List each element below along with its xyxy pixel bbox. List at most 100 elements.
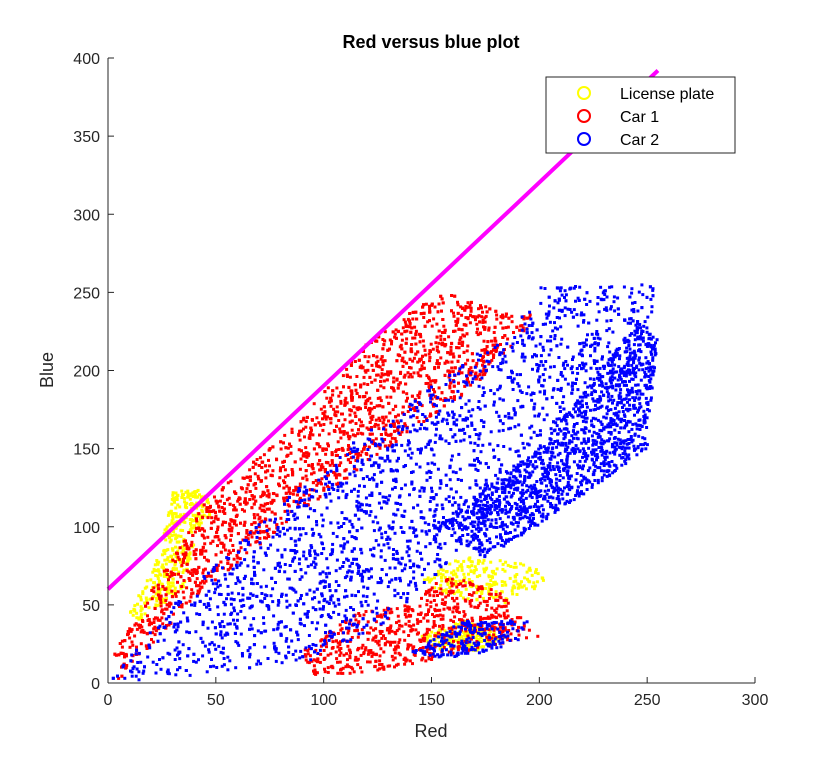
data-point — [296, 502, 300, 506]
data-point — [347, 437, 351, 441]
data-point — [534, 570, 538, 574]
data-point — [322, 423, 326, 426]
data-point — [262, 621, 266, 625]
data-point — [468, 602, 472, 606]
data-point — [318, 459, 322, 462]
data-point — [340, 412, 343, 416]
data-point — [377, 501, 381, 505]
data-point — [388, 433, 392, 437]
data-point — [631, 301, 634, 305]
data-point — [216, 544, 219, 548]
data-point — [461, 333, 465, 337]
data-point — [414, 342, 418, 346]
data-point — [383, 438, 387, 441]
data-point — [418, 368, 422, 372]
data-point — [548, 304, 551, 308]
data-point — [323, 667, 326, 671]
data-point — [317, 600, 321, 604]
data-point — [383, 558, 387, 562]
data-point — [209, 665, 212, 669]
data-point — [229, 538, 232, 542]
data-point — [403, 604, 407, 608]
data-point — [409, 349, 413, 353]
data-point — [512, 580, 516, 584]
data-point — [385, 628, 389, 632]
data-point — [404, 399, 408, 403]
data-point — [257, 525, 261, 529]
data-point — [185, 544, 189, 548]
data-point — [417, 374, 421, 378]
data-point — [374, 639, 378, 643]
data-point — [354, 452, 358, 456]
data-point — [513, 586, 517, 590]
data-point — [199, 521, 203, 525]
data-point — [291, 473, 295, 477]
data-point — [137, 594, 141, 598]
data-point — [221, 486, 225, 490]
data-point — [208, 608, 212, 611]
data-point — [302, 493, 306, 497]
data-point — [386, 433, 390, 437]
data-point — [449, 428, 453, 431]
data-point — [636, 309, 640, 313]
data-point — [160, 608, 164, 612]
data-point — [357, 501, 361, 505]
data-point — [375, 611, 379, 615]
data-point — [172, 552, 176, 556]
data-point — [490, 358, 494, 362]
data-point — [314, 479, 318, 483]
data-point — [498, 592, 502, 596]
data-point — [245, 529, 249, 532]
data-point — [449, 641, 452, 645]
data-point — [437, 341, 441, 345]
data-point — [558, 289, 562, 293]
data-point — [482, 355, 485, 359]
data-point — [128, 645, 132, 649]
data-point — [203, 576, 207, 580]
data-point — [390, 578, 394, 582]
data-point — [380, 368, 384, 372]
data-point — [506, 638, 510, 642]
data-point — [411, 470, 415, 474]
data-point — [342, 561, 346, 564]
data-point — [181, 529, 185, 532]
data-point — [371, 439, 375, 443]
data-point — [407, 634, 411, 637]
data-point — [435, 614, 439, 618]
data-point — [436, 608, 440, 612]
data-point — [282, 486, 286, 490]
data-point — [168, 523, 172, 527]
data-point — [450, 294, 454, 297]
data-point — [422, 616, 426, 620]
data-point — [494, 593, 498, 596]
data-point — [154, 629, 158, 633]
data-point — [464, 599, 468, 603]
data-point — [363, 445, 366, 449]
data-point — [267, 448, 271, 452]
data-point — [313, 565, 317, 569]
data-point — [428, 359, 432, 363]
data-point — [334, 569, 338, 573]
data-point — [511, 586, 515, 590]
data-point — [193, 524, 197, 528]
data-point — [232, 618, 235, 622]
data-point — [585, 303, 589, 306]
data-point — [336, 671, 340, 675]
data-point — [445, 483, 449, 487]
data-point — [506, 337, 510, 341]
data-point — [214, 553, 218, 557]
data-point — [559, 325, 563, 329]
data-point — [312, 531, 316, 535]
data-point — [418, 489, 422, 493]
data-point — [158, 591, 162, 595]
data-point — [266, 502, 270, 505]
data-point — [194, 571, 198, 575]
data-point — [407, 319, 411, 323]
data-point — [433, 576, 436, 580]
data-point — [439, 546, 443, 550]
data-point — [316, 652, 320, 655]
data-point — [609, 305, 613, 309]
data-point — [430, 630, 434, 634]
data-point — [336, 660, 339, 664]
data-point — [324, 572, 328, 576]
